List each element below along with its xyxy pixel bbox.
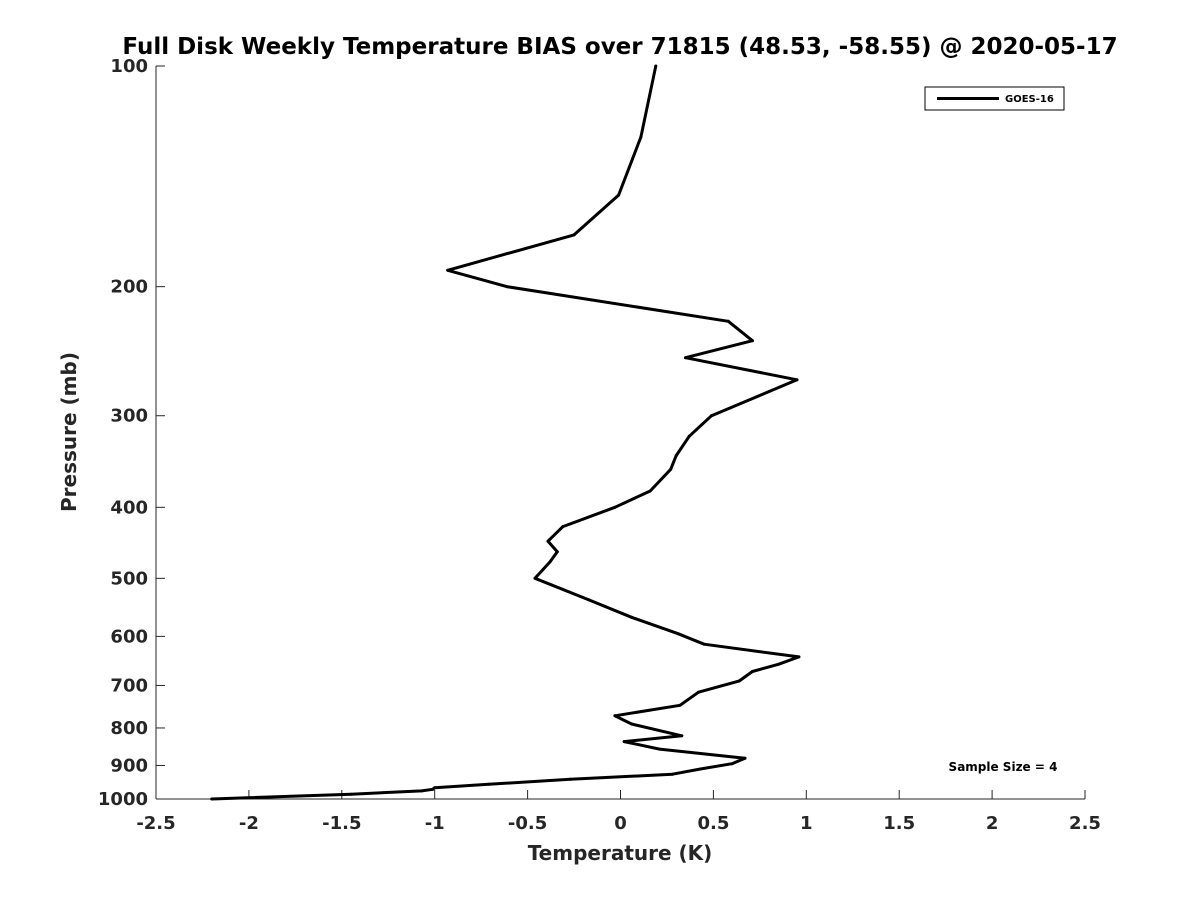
data-point <box>726 319 730 323</box>
data-point <box>487 782 491 786</box>
x-tick-label: -2.5 <box>136 813 175 834</box>
data-point <box>548 560 552 564</box>
data-point <box>210 797 214 801</box>
legend: GOES-16 <box>924 86 1065 111</box>
y-tick-label: 700 <box>110 675 148 696</box>
data-point <box>613 714 617 718</box>
data-point <box>622 740 626 744</box>
data-point <box>671 772 674 776</box>
x-axis-label: Temperature (K) <box>528 841 713 865</box>
data-point <box>505 285 509 289</box>
data-point <box>674 454 678 458</box>
y-tick-label: 100 <box>110 56 148 77</box>
data-point <box>676 632 680 636</box>
data-point <box>446 268 450 272</box>
y-tick-label: 400 <box>110 497 148 518</box>
data-point <box>561 525 565 529</box>
sample-size-annotation: Sample Size = 4 <box>949 760 1058 774</box>
data-point <box>654 64 658 68</box>
y-tick-label: 300 <box>110 406 148 427</box>
y-tick-label: 1000 <box>98 789 148 810</box>
data-point <box>630 615 634 619</box>
data-point <box>587 598 591 602</box>
data-point <box>617 193 621 197</box>
data-point <box>648 489 652 493</box>
data-point <box>702 642 706 646</box>
x-tick-label: -2 <box>239 813 259 834</box>
data-point <box>795 378 799 382</box>
y-tick-label: 600 <box>110 626 148 647</box>
x-tick-label: -1.5 <box>322 813 361 834</box>
data-point <box>797 655 801 659</box>
legend-entry-goes16: GOES-16 <box>1005 94 1054 105</box>
x-tick-label: 0.5 <box>697 813 729 834</box>
data-point <box>658 747 661 751</box>
data-point <box>613 505 617 509</box>
data-point <box>684 356 687 360</box>
y-axis-label: Pressure (mb) <box>57 352 81 512</box>
data-point <box>730 762 734 766</box>
data-point <box>533 576 537 580</box>
data-point <box>669 467 673 471</box>
ticks: -2.5 -2 -1.5 -1 -0.5 0 0.5 1 1.5 2 2.5 100 200 300 400… <box>98 56 1101 834</box>
data-point <box>680 734 684 738</box>
data-point <box>431 787 435 791</box>
x-tick-label: -1 <box>425 813 445 834</box>
series-layer <box>210 64 801 801</box>
y-tick-label: 200 <box>110 277 148 298</box>
data-point <box>687 434 691 438</box>
data-point <box>630 722 634 726</box>
plot-area <box>156 66 1085 799</box>
y-tick-label: 500 <box>110 568 148 589</box>
x-tick-label: 1.5 <box>883 813 915 834</box>
y-tick-label: 900 <box>110 755 148 776</box>
x-tick-label: 2.5 <box>1069 813 1101 834</box>
data-point <box>776 662 780 666</box>
data-point <box>420 789 424 793</box>
data-point <box>572 233 576 237</box>
data-point <box>568 777 572 781</box>
chart-title: Full Disk Weekly Temperature BIAS over 7… <box>122 34 1117 60</box>
x-tick-label: -0.5 <box>508 813 547 834</box>
data-point <box>697 690 700 694</box>
data-point <box>750 670 754 673</box>
data-point <box>546 539 550 543</box>
data-point <box>737 679 741 683</box>
data-point <box>555 550 559 554</box>
data-point <box>639 135 643 139</box>
y-tick-label: 800 <box>110 718 148 739</box>
data-point <box>349 792 353 796</box>
data-point <box>678 703 682 707</box>
x-tick-label: 1 <box>800 813 813 834</box>
x-tick-label: 2 <box>986 813 999 834</box>
data-point <box>698 767 702 771</box>
x-tick-label: 0 <box>614 813 627 834</box>
data-point <box>750 339 754 343</box>
data-point <box>710 414 713 418</box>
data-point <box>743 756 747 760</box>
